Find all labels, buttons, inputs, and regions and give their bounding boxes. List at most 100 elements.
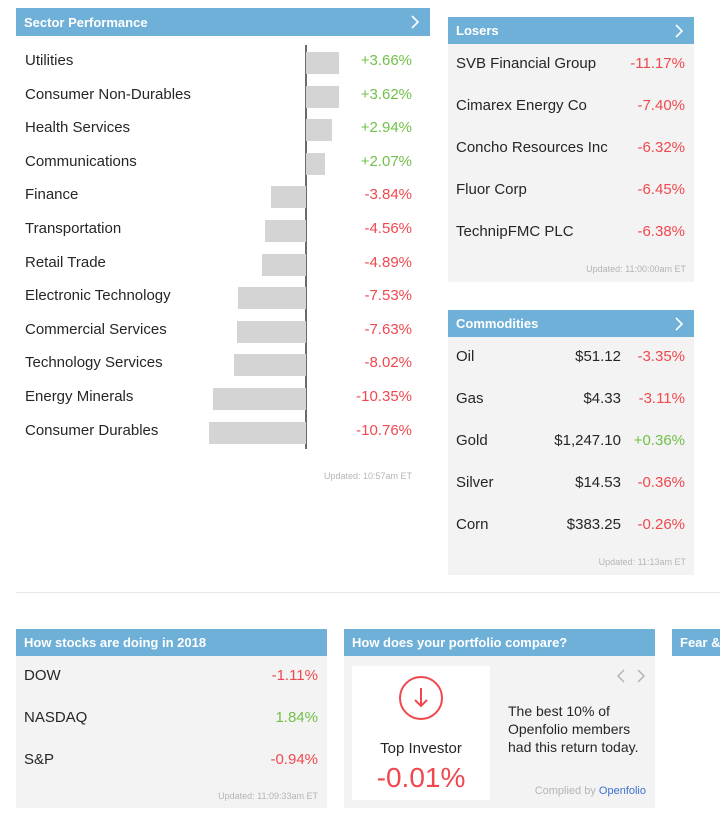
commodity-name: Corn <box>456 516 489 533</box>
loser-change: -6.45% <box>637 181 685 198</box>
chevron-right-icon[interactable] <box>408 15 422 29</box>
top-investor-label: Top Investor <box>380 740 462 757</box>
loser-name[interactable]: Concho Resources Inc <box>456 139 608 156</box>
sector-change: -7.63% <box>364 320 412 338</box>
sector-name: Health Services <box>25 119 131 137</box>
commodity-change: -3.11% <box>638 390 685 407</box>
loser-row[interactable]: Cimarex Energy Co -7.40% <box>448 86 694 128</box>
commodity-change: -3.35% <box>637 348 685 365</box>
losers-panel: SVB Financial Group -11.17% Cimarex Energy… <box>448 44 694 282</box>
loser-change: -6.32% <box>637 139 685 156</box>
down-arrow-icon <box>399 676 443 720</box>
commodity-change: +0.36% <box>633 432 685 449</box>
portfolio-panel: Top Investor -0.01% The best 10% of Open… <box>344 656 655 808</box>
sector-change: -10.35% <box>356 388 412 405</box>
chevron-right-icon[interactable] <box>672 316 686 331</box>
sector-row: Communications +2.07% <box>16 145 430 179</box>
sector-change: -4.89% <box>364 253 412 271</box>
stocks-updated-time: Updated: 11:09:33am ET <box>218 791 318 801</box>
sector-bar <box>238 287 306 310</box>
loser-row[interactable]: SVB Financial Group -11.17% <box>448 44 694 86</box>
commodity-row: Corn $383.25 -0.26% <box>448 505 694 547</box>
chevron-right-icon[interactable] <box>672 23 686 38</box>
loser-change: -7.40% <box>637 97 685 114</box>
sector-row: Commercial Services -7.63% <box>16 313 430 347</box>
sector-bar <box>306 152 325 175</box>
losers-header[interactable]: Losers <box>448 17 694 44</box>
sector-row: Utilities +3.66% <box>16 44 430 78</box>
sector-change: -4.56% <box>364 220 412 237</box>
sector-row: Energy Minerals -10.35% <box>16 380 430 414</box>
portfolio-description: The best 10% of Openfolio members had th… <box>508 703 639 755</box>
top-investor-card: Top Investor -0.01% <box>352 666 490 800</box>
sector-bar <box>233 354 306 377</box>
chevron-right-icon[interactable] <box>634 668 648 684</box>
section-divider <box>16 592 720 593</box>
sector-change: +3.66% <box>360 52 412 69</box>
sector-name: Commercial Services <box>25 320 167 338</box>
sector-row: Consumer Non-Durables +3.62% <box>16 78 430 112</box>
loser-name[interactable]: Fluor Corp <box>456 181 527 198</box>
sector-performance-header[interactable]: Sector Performance <box>16 8 430 36</box>
sector-row: Electronic Technology -7.53% <box>16 279 430 313</box>
sector-name: Utilities <box>25 52 74 69</box>
sector-row: Finance -3.84% <box>16 178 430 212</box>
commodity-name: Oil <box>456 348 475 365</box>
commodities-panel: Oil $51.12 -3.35% Gas $4.33 -3.11% Gold $1,247.… <box>448 337 694 575</box>
loser-name[interactable]: Cimarex Energy Co <box>456 97 587 114</box>
commodity-price: $1,247.10 <box>554 432 621 449</box>
index-change: -1.11% <box>271 667 318 684</box>
loser-row[interactable]: Concho Resources Inc -6.32% <box>448 128 694 170</box>
commodity-row: Oil $51.12 -3.35% <box>448 337 694 379</box>
index-name: NASDAQ <box>24 709 88 726</box>
commodity-row: Silver $14.53 -0.36% <box>448 463 694 505</box>
compiled-by-label: Complied by <box>534 785 596 797</box>
commodity-name: Gold <box>456 432 488 449</box>
fear-greed-header[interactable]: Fear & Greed <box>672 629 720 656</box>
portfolio-header[interactable]: How does your portfolio compare? <box>344 629 655 656</box>
commodity-price: $4.33 <box>583 390 621 407</box>
chevron-left-icon[interactable] <box>614 668 628 684</box>
sector-bar <box>212 388 306 410</box>
index-row: NASDAQ 1.84% <box>16 698 327 740</box>
commodity-change: -0.26% <box>637 516 685 533</box>
stocks-2018-header[interactable]: How stocks are doing in 2018 <box>16 629 327 656</box>
sector-updated-time: Updated: 10:57am ET <box>323 471 412 481</box>
sector-row: Retail Trade -4.89% <box>16 246 430 280</box>
sector-bar <box>209 421 306 444</box>
sector-change: -8.02% <box>364 354 412 372</box>
commodity-row: Gold $1,247.10 +0.36% <box>448 421 694 463</box>
index-row: S&P -0.94% <box>16 740 327 782</box>
portfolio-title: How does your portfolio compare? <box>352 635 568 650</box>
losers-title: Losers <box>456 23 499 38</box>
sector-change: +2.07% <box>360 152 412 170</box>
sector-bar <box>306 52 339 74</box>
index-change: -0.94% <box>270 751 318 768</box>
commodities-title: Commodities <box>456 316 539 331</box>
sector-performance-title: Sector Performance <box>24 14 148 30</box>
loser-row[interactable]: Fluor Corp -6.45% <box>448 170 694 212</box>
loser-row[interactable]: TechnipFMC PLC -6.38% <box>448 212 694 254</box>
top-investor-return: -0.01% <box>376 762 466 793</box>
sector-change: +3.62% <box>360 85 412 103</box>
commodity-price: $14.53 <box>575 474 621 491</box>
loser-name[interactable]: SVB Financial Group <box>456 55 597 72</box>
sector-name: Electronic Technology <box>25 287 171 305</box>
sector-name: Transportation <box>25 220 122 237</box>
loser-change: -11.17% <box>630 55 685 72</box>
commodity-change: -0.36% <box>637 474 685 491</box>
stocks-2018-panel: DOW -1.11% NASDAQ 1.84% S&P -0.94% Updated: 1… <box>16 656 327 808</box>
sector-bar <box>264 220 306 242</box>
sector-name: Communications <box>25 152 137 170</box>
index-row: DOW -1.11% <box>16 656 327 698</box>
loser-change: -6.38% <box>637 223 685 240</box>
commodity-name: Silver <box>456 474 494 491</box>
sector-bar <box>306 119 333 142</box>
openfolio-link[interactable]: Openfolio <box>598 785 646 797</box>
sector-bar <box>237 320 306 343</box>
sector-row: Technology Services -8.02% <box>16 346 430 380</box>
sector-name: Consumer Non-Durables <box>25 85 191 103</box>
loser-name[interactable]: TechnipFMC PLC <box>456 223 574 240</box>
commodities-header[interactable]: Commodities <box>448 310 694 337</box>
commodity-name: Gas <box>456 390 484 407</box>
